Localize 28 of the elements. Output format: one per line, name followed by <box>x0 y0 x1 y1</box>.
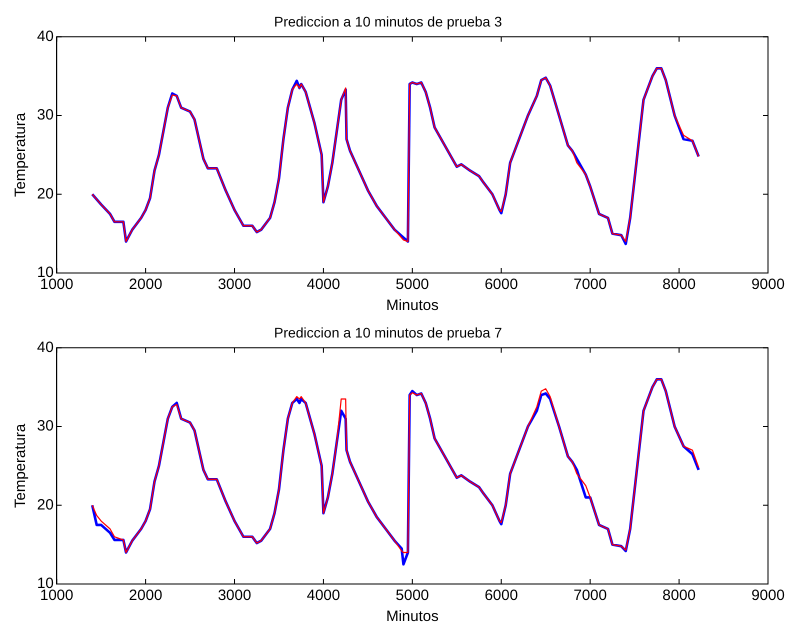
x-tick-label: 9000 <box>751 276 785 294</box>
y-tick-label: 40 <box>36 338 54 356</box>
y-tick-label: 30 <box>36 106 54 124</box>
x-axis-title: Minutos <box>386 297 439 314</box>
x-tick-label: 3000 <box>218 276 252 294</box>
y-axis-title: Temperatura <box>12 112 30 198</box>
x-tick-label: 7000 <box>573 587 607 604</box>
x-tick-label: 4000 <box>306 587 340 604</box>
x-tick-label: 8000 <box>662 276 696 294</box>
x-axis-title: Minutos <box>386 608 439 626</box>
x-tick-label: 2000 <box>128 276 162 294</box>
x-tick-label: 9000 <box>751 587 785 604</box>
chart-title: Prediccion a 10 minutos de prueba 7 <box>274 324 502 340</box>
y-tick-label: 20 <box>36 496 54 514</box>
y-tick-label: 20 <box>36 185 54 202</box>
x-tick-label: 8000 <box>662 587 696 604</box>
x-tick-label: 3000 <box>218 587 252 604</box>
x-tick-label: 6000 <box>484 276 518 294</box>
chart-title: Prediccion a 10 minutos de prueba 3 <box>274 13 502 30</box>
x-tick-label: 5000 <box>396 276 430 294</box>
x-tick-label: 6000 <box>484 587 518 604</box>
y-axis-title: Temperatura <box>12 423 30 508</box>
y-tick-label: 40 <box>36 28 54 45</box>
y-tick-label: 30 <box>36 418 54 435</box>
x-tick-label: 5000 <box>396 587 430 604</box>
x-tick-label: 4000 <box>306 276 340 294</box>
x-tick-label: 2000 <box>128 587 162 604</box>
x-tick-label: 7000 <box>573 276 607 294</box>
